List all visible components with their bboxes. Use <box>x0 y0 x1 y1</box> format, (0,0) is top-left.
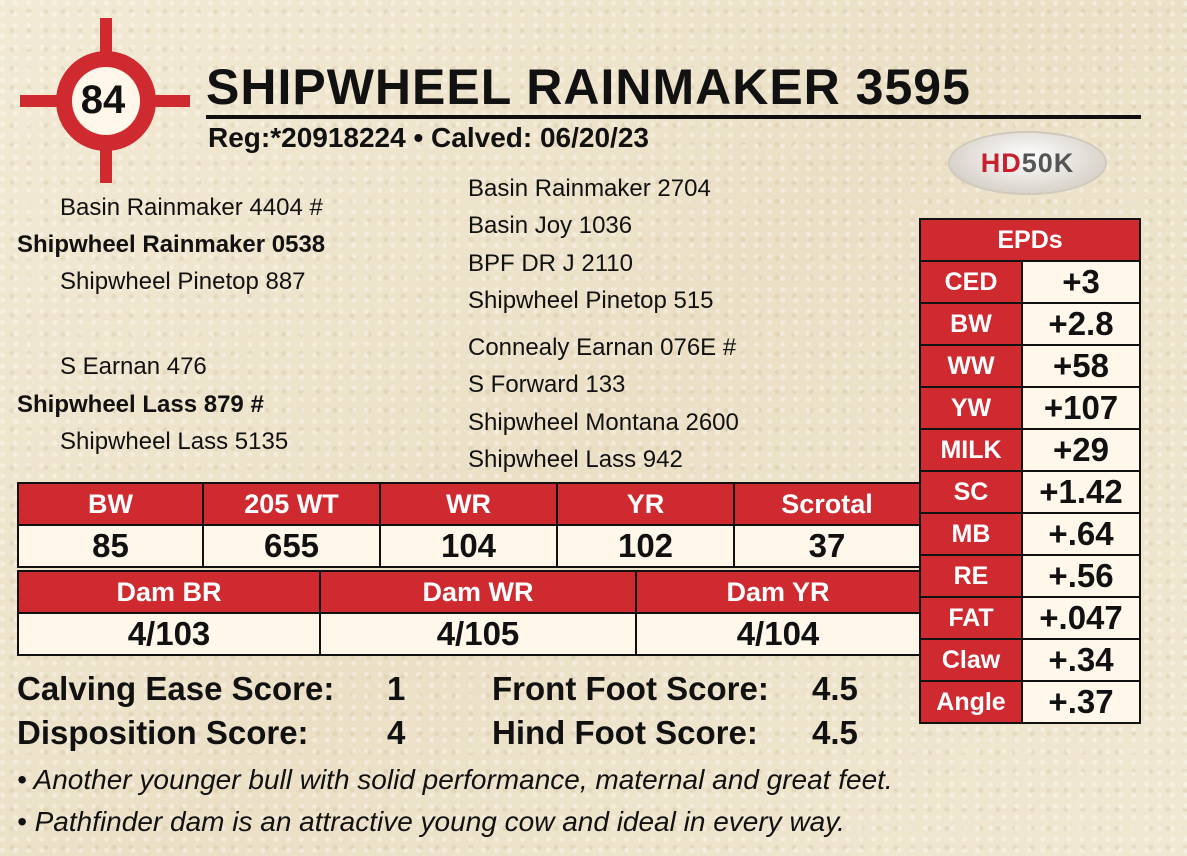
pedigree-dam: Shipwheel Lass 879 # <box>17 391 264 418</box>
pedigree-sire: Shipwheel Rainmaker 0538 <box>17 231 326 258</box>
pedigree-sire-sire: Basin Rainmaker 4404 # <box>60 194 323 221</box>
calving-ease-label: Calving Ease Score: <box>17 670 335 707</box>
dam-value: 4/104 <box>635 612 921 656</box>
perf-value: 104 <box>379 524 558 568</box>
epd-value: +.37 <box>1021 680 1141 724</box>
epd-value: +.34 <box>1021 638 1141 682</box>
epd-table: EPDs CED +3 BW +2.8 WW +58 YW +107 MILK +29 S… <box>919 218 1141 724</box>
pedigree-sire-sire-sire: Basin Rainmaker 2704 <box>468 175 711 202</box>
epd-value: +.64 <box>1021 512 1141 556</box>
epd-label: CED <box>919 260 1023 304</box>
dam-header: Dam BR <box>17 570 321 614</box>
epd-value: +29 <box>1021 428 1141 472</box>
pedigree-sire-dam-dam: Shipwheel Pinetop 515 <box>468 287 714 314</box>
epd-label: MILK <box>919 428 1023 472</box>
crosshair-icon <box>20 18 190 183</box>
pedigree-sire-dam-sire: BPF DR J 2110 <box>468 250 633 277</box>
performance-table: BW 205 WT WR YR Scrotal 85 655 104 102 3… <box>17 482 921 568</box>
note-line: • Pathfinder dam is an attractive young … <box>17 806 845 837</box>
epd-value: +1.42 <box>1021 470 1141 514</box>
epd-label: WW <box>919 344 1023 388</box>
registration-info: Reg:*20918224 • Calved: 06/20/23 <box>208 122 649 153</box>
lot-marker <box>20 18 190 183</box>
front-foot-value: 4.5 <box>812 670 858 707</box>
animal-name: SHIPWHEEL RAINMAKER 3595 <box>206 59 971 115</box>
epd-value: +107 <box>1021 386 1141 430</box>
pedigree-dam-sire-dam: S Forward 133 <box>468 371 626 398</box>
perf-header: Scrotal <box>733 482 921 526</box>
pedigree-dam-sire: S Earnan 476 <box>60 353 207 380</box>
epd-value: +.047 <box>1021 596 1141 640</box>
dam-value: 4/105 <box>319 612 637 656</box>
epd-value: +.56 <box>1021 554 1141 598</box>
pedigree-sire-dam: Shipwheel Pinetop 887 <box>60 268 306 295</box>
calving-ease-value: 1 <box>387 670 406 707</box>
disposition-value: 4 <box>387 714 406 751</box>
perf-value: 655 <box>202 524 381 568</box>
epd-label: BW <box>919 302 1023 346</box>
perf-header: 205 WT <box>202 482 381 526</box>
epd-label: Claw <box>919 638 1023 682</box>
perf-header: WR <box>379 482 558 526</box>
pedigree-sire-sire-dam: Basin Joy 1036 <box>468 212 633 239</box>
epd-label: Angle <box>919 680 1023 724</box>
lot-number: 84 <box>80 78 126 122</box>
dam-header: Dam YR <box>635 570 921 614</box>
pedigree-dam-dam: Shipwheel Lass 5135 <box>60 428 289 455</box>
hind-foot-label: Hind Foot Score: <box>492 714 758 751</box>
dam-performance-table: Dam BR Dam WR Dam YR 4/103 4/105 4/104 <box>17 570 921 656</box>
perf-value: 85 <box>17 524 204 568</box>
pedigree-dam-dam-dam: Shipwheel Lass 942 <box>468 446 683 473</box>
epd-label: FAT <box>919 596 1023 640</box>
perf-value: 37 <box>733 524 921 568</box>
note-line: • Another younger bull with solid perfor… <box>17 764 893 795</box>
epd-label: YW <box>919 386 1023 430</box>
epd-label: MB <box>919 512 1023 556</box>
pedigree-dam-dam-sire: Shipwheel Montana 2600 <box>468 409 739 436</box>
dam-value: 4/103 <box>17 612 321 656</box>
disposition-label: Disposition Score: <box>17 714 309 751</box>
front-foot-label: Front Foot Score: <box>492 670 769 707</box>
epd-value: +58 <box>1021 344 1141 388</box>
epd-title: EPDs <box>919 218 1141 262</box>
epd-value: +2.8 <box>1021 302 1141 346</box>
perf-header: YR <box>556 482 735 526</box>
pedigree-dam-sire-sire: Connealy Earnan 076E # <box>468 334 737 361</box>
epd-value: +3 <box>1021 260 1141 304</box>
dam-header: Dam WR <box>319 570 637 614</box>
epd-label: SC <box>919 470 1023 514</box>
hd50k-logo: HD 50K <box>950 133 1105 193</box>
perf-value: 102 <box>556 524 735 568</box>
perf-header: BW <box>17 482 204 526</box>
title-divider <box>206 115 1141 119</box>
epd-label: RE <box>919 554 1023 598</box>
hind-foot-value: 4.5 <box>812 714 858 751</box>
